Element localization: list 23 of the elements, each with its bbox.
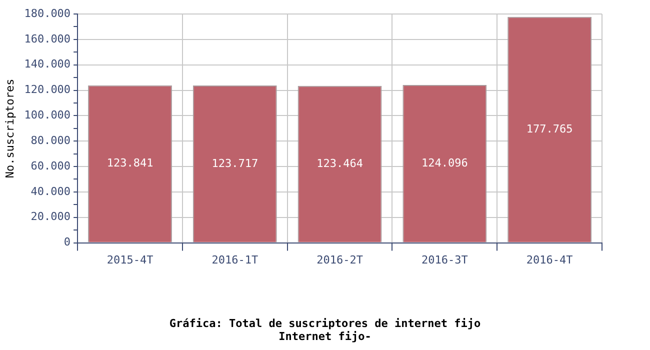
data-label: 177.765 xyxy=(526,122,573,136)
text: Gráfica: Total de suscriptores de internet fijo xyxy=(168,317,482,330)
y-tick-label: 140.000 xyxy=(24,58,71,71)
y-tick-label: 160.000 xyxy=(24,32,71,46)
y-tick-label: 80.000 xyxy=(30,134,71,147)
y-tick-label: 20.000 xyxy=(30,210,71,224)
x-tick-label: 2016-1T xyxy=(212,253,258,266)
data-label: 123.841 xyxy=(106,156,154,170)
x-tick-label: 2016-4T xyxy=(526,253,574,266)
y-tick-label: 60.000 xyxy=(30,159,71,172)
y-tick-label: 40.000 xyxy=(30,184,71,198)
y-tick-label: 180.000 xyxy=(24,6,71,20)
data-label: 123.717 xyxy=(212,156,258,170)
data-label: 123.464 xyxy=(316,156,364,170)
text: Internet fijo- xyxy=(278,330,372,343)
y-tick-label: 100.000 xyxy=(24,108,71,122)
y-tick-label: 0 xyxy=(64,236,71,249)
data-label: 124.096 xyxy=(421,156,468,170)
y-axis-title: No.suscriptores xyxy=(3,78,16,178)
x-tick-label: 2015-4T xyxy=(106,253,154,266)
y-tick-label: 120.000 xyxy=(24,83,71,96)
x-tick-label: 2016-3T xyxy=(421,253,468,266)
x-tick-label: 2016-2T xyxy=(316,253,364,266)
